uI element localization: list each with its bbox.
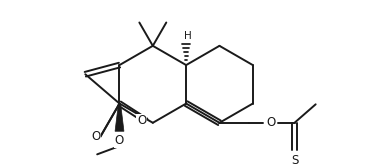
Text: S: S	[291, 154, 298, 167]
Text: O: O	[266, 116, 275, 129]
Text: O: O	[115, 134, 124, 147]
Text: O: O	[91, 130, 101, 143]
Text: H: H	[184, 31, 191, 41]
Polygon shape	[115, 103, 124, 131]
Text: O: O	[137, 114, 146, 127]
